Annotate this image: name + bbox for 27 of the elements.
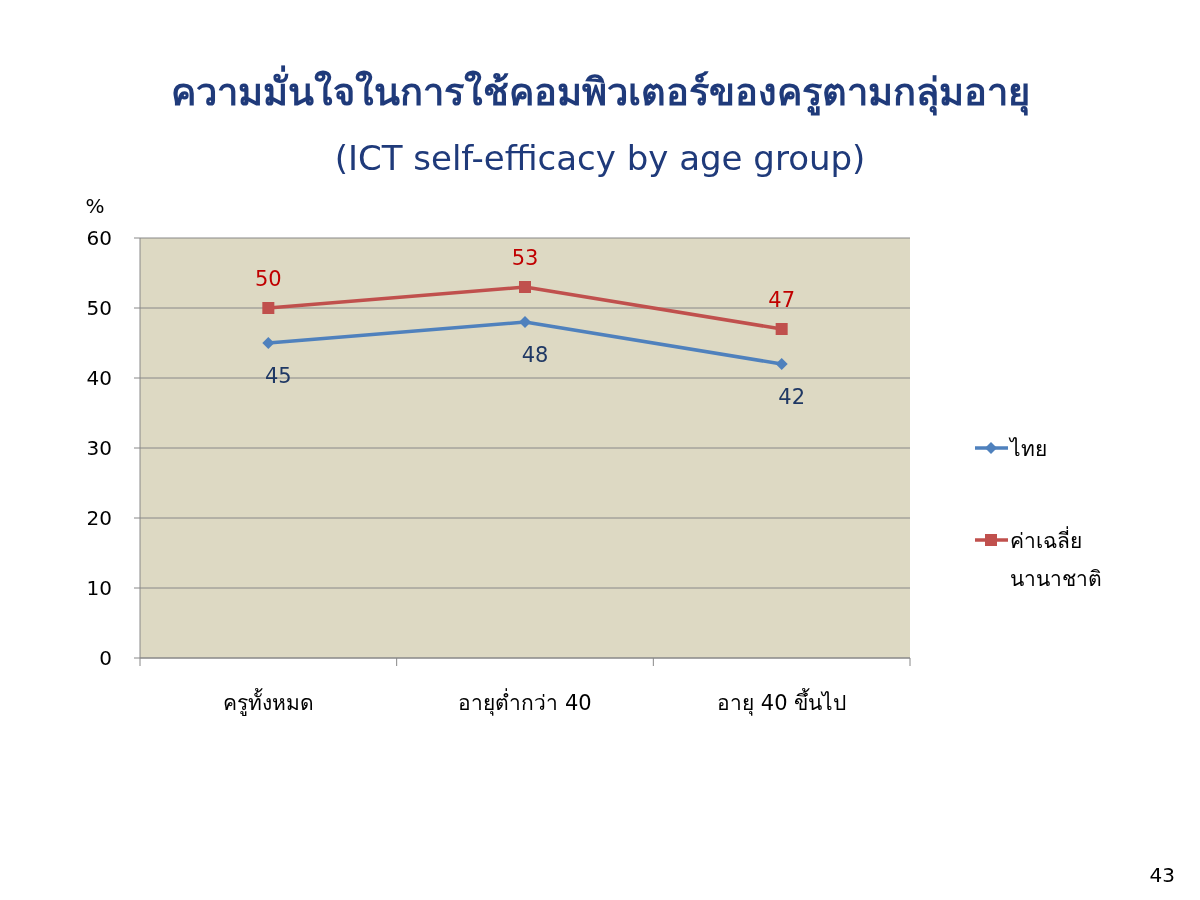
point — [262, 302, 275, 314]
x-tick-label: ครูทั้งหมด — [222, 688, 314, 716]
point — [775, 323, 788, 335]
y-axis-title: % — [85, 194, 105, 218]
data-label: 45 — [264, 364, 292, 388]
data-label: 50 — [254, 267, 282, 291]
y-tick-label: 20 — [86, 506, 112, 530]
point — [519, 316, 531, 328]
y-tick-label: 60 — [86, 226, 112, 250]
data-label: 42 — [778, 385, 806, 409]
x-tick-label: อายุต่ำกว่า 40 — [458, 688, 592, 716]
y-tick-label: 10 — [86, 576, 112, 600]
x-tick-label: อายุ 40 ขึ้นไป — [717, 688, 847, 716]
chart-subtitle: (ICT self-efficacy by age group) — [334, 138, 866, 178]
y-tick-label: 40 — [86, 366, 112, 390]
legend-label: ค่าเฉลี่ยนานาชาติ — [1010, 526, 1102, 591]
legend-label: ไทย — [1008, 437, 1047, 461]
chart-title: ความมั่นใจในการใช้คอมพิวเตอร์ของครูตามกลุ่มอายุ — [170, 65, 1030, 116]
point — [519, 281, 531, 293]
y-tick-label: 30 — [86, 436, 112, 460]
y-tick-label: 50 — [86, 296, 112, 320]
data-label: 53 — [511, 246, 539, 270]
y-tick-label: 0 — [99, 646, 112, 670]
data-label: 48 — [521, 343, 549, 367]
text: 43 — [1149, 863, 1175, 887]
data-label: 47 — [768, 288, 796, 312]
point — [775, 358, 788, 370]
